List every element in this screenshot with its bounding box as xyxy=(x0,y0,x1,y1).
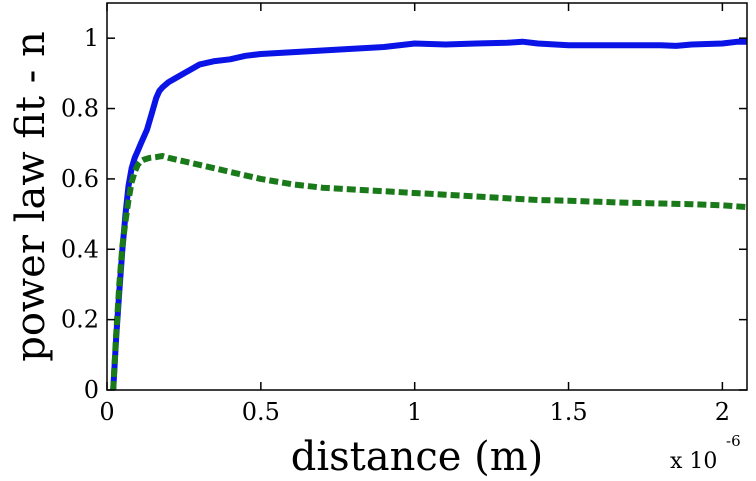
y-axis-label: power law fit - n xyxy=(8,31,54,362)
plot-frame xyxy=(106,2,748,391)
x-tick-label: 0.5 xyxy=(242,398,280,426)
series-line-solid-blue xyxy=(110,38,747,391)
x-axis-label: distance (m) xyxy=(291,434,544,480)
x-tick-label: 1.5 xyxy=(549,398,587,426)
series-line-dashed-green xyxy=(110,153,748,391)
x-tick-label: 0 xyxy=(99,398,114,426)
y-tick-label: 0.6 xyxy=(61,165,99,193)
ticks-layer: 0 0.5 1 1.5 2 0 0.2 0.4 0.6 0.8 1 xyxy=(61,3,747,426)
series-layer xyxy=(110,38,748,391)
y-tick-label: 0.8 xyxy=(61,95,99,123)
y-tick-label: 0.4 xyxy=(61,235,99,263)
y-tick-label: 1 xyxy=(84,24,99,52)
x-tick-label: 2 xyxy=(715,398,730,426)
x-exponent-power: -6 xyxy=(726,432,741,450)
y-tick-label: 0.2 xyxy=(61,306,99,334)
x-tick-label: 1 xyxy=(407,398,422,426)
x-exponent-base: x 10 xyxy=(670,449,717,474)
y-tick-label: 0 xyxy=(84,376,99,404)
